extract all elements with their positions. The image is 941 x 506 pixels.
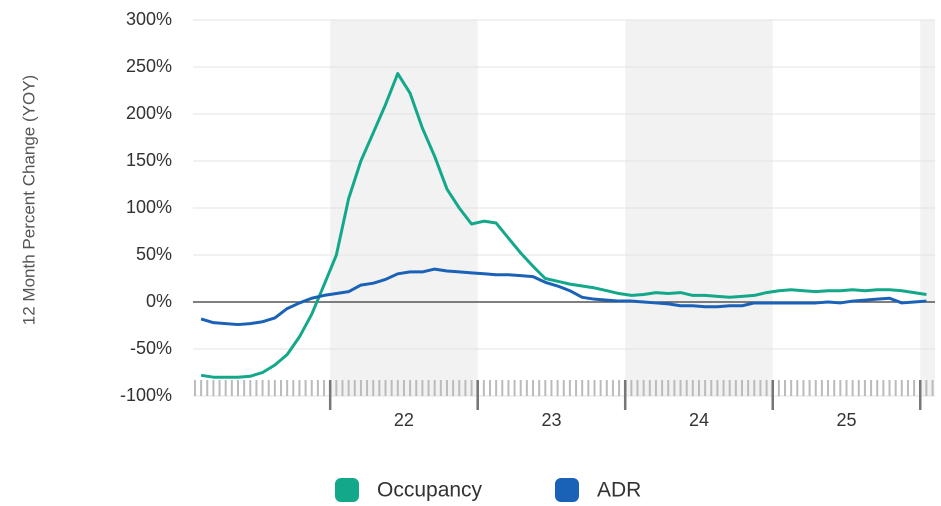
y-tick-label: 50% [136, 244, 172, 264]
x-tick-label: 22 [394, 410, 414, 430]
line-series [200, 267, 927, 327]
y-axis-label: 12 Month Percent Change (YOY) [19, 75, 38, 325]
y-tick-label: 250% [126, 56, 172, 76]
y-tick-label: 200% [126, 103, 172, 123]
legend-label: Occupancy [377, 479, 483, 502]
x-tick-label: 24 [689, 410, 709, 430]
legend-label: ADR [597, 479, 641, 502]
x-tick-label: 25 [836, 410, 856, 430]
y-tick-label: 150% [126, 150, 172, 170]
line-series [200, 72, 927, 379]
y-tick-label: -50% [130, 338, 172, 358]
y-tick-label: 300% [126, 9, 172, 29]
legend-swatch [555, 478, 579, 502]
y-tick-label: -100% [120, 385, 172, 405]
y-tick-label: 100% [126, 197, 172, 217]
y-tick-label: 0% [146, 291, 172, 311]
legend-swatch [335, 478, 359, 502]
x-tick-label: 23 [541, 410, 561, 430]
